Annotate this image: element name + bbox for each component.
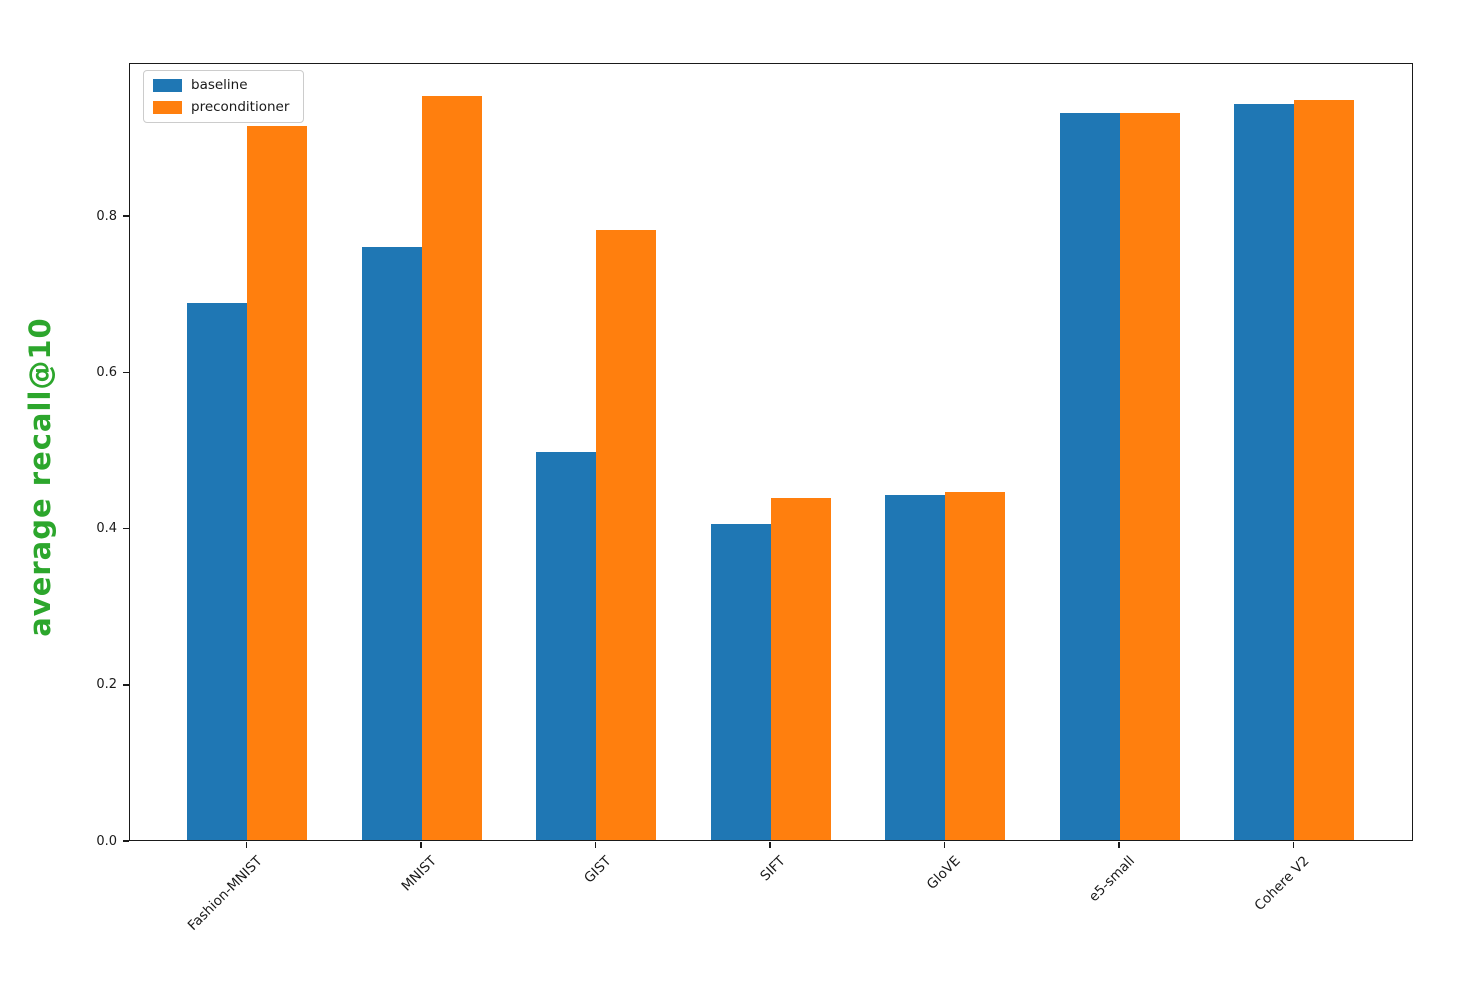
x-tick <box>245 842 247 848</box>
x-tick-label: Fashion-MNIST <box>184 853 266 934</box>
x-tick-label: MNIST <box>398 853 440 895</box>
y-tick <box>123 527 129 530</box>
legend-label-preconditioner: preconditioner <box>191 99 290 115</box>
x-tick-label: e5-small <box>1085 853 1138 906</box>
bar-baseline <box>1234 104 1294 840</box>
x-tick <box>943 842 945 848</box>
y-tick-label: 0.6 <box>96 364 117 380</box>
baseline-swatch <box>153 79 182 92</box>
legend-item-baseline: baseline <box>153 78 289 93</box>
y-axis-label: average recall@10 <box>23 317 57 637</box>
x-tick <box>420 842 422 848</box>
x-tick <box>1118 842 1120 848</box>
bar-baseline <box>361 247 422 840</box>
x-tick <box>594 842 596 848</box>
bar-preconditioner <box>1119 112 1180 840</box>
x-tick-label: Cohere V2 <box>1251 853 1313 914</box>
plot-area: baseline preconditioner <box>129 63 1413 841</box>
y-tick-label: 0.2 <box>96 677 117 693</box>
legend-label-baseline: baseline <box>191 77 248 93</box>
y-tick-label: 0.0 <box>96 833 117 849</box>
y-tick-label: 0.8 <box>96 208 117 224</box>
bar-preconditioner <box>770 497 831 840</box>
y-tick-label: 0.4 <box>96 521 117 537</box>
bar-preconditioner <box>945 491 1005 840</box>
bar-baseline <box>536 451 596 840</box>
bar-preconditioner <box>247 126 307 840</box>
legend: baseline preconditioner <box>143 70 305 123</box>
y-tick <box>123 215 129 217</box>
bar-baseline <box>1059 112 1120 840</box>
y-tick <box>123 371 129 374</box>
x-tick-label: GIST <box>580 853 615 887</box>
legend-item-preconditioner: preconditioner <box>153 100 289 115</box>
bar-baseline <box>885 494 945 840</box>
bar-preconditioner <box>596 229 656 840</box>
bar-preconditioner <box>1294 100 1354 840</box>
x-tick-label: SIFT <box>757 853 789 885</box>
bar-baseline <box>187 303 247 840</box>
x-tick <box>769 842 771 848</box>
bar-baseline <box>710 523 771 840</box>
bar-preconditioner <box>421 96 482 840</box>
y-tick <box>123 684 129 686</box>
x-tick <box>1292 842 1294 848</box>
preconditioner-swatch <box>153 101 182 114</box>
x-tick-label: GloVE <box>923 853 964 893</box>
y-tick <box>123 840 129 842</box>
